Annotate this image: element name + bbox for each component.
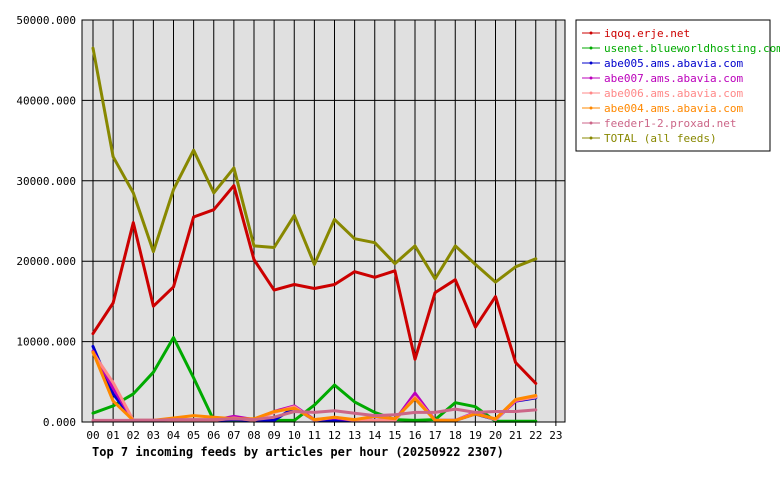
legend-box [575, 19, 771, 152]
x-tick-label: 17 [429, 429, 442, 442]
legend-label: usenet.blueworldhosting.com [604, 42, 780, 55]
legend-label: abe005.ams.abavia.com [604, 57, 743, 70]
y-tick-label: 30000.000 [16, 175, 76, 188]
legend-label: abe004.ams.abavia.com [604, 102, 743, 115]
chart-title: Top 7 incoming feeds by articles per hou… [92, 445, 504, 459]
legend-label: feeder1-2.proxad.net [604, 117, 736, 130]
legend-marker [589, 106, 593, 110]
legend-label: abe006.ams.abavia.com [604, 87, 743, 100]
x-tick-label: 11 [308, 429, 321, 442]
x-tick-label: 22 [529, 429, 542, 442]
x-tick-label: 15 [388, 429, 401, 442]
series-lines [91, 46, 538, 423]
plot-background [82, 20, 565, 422]
legend-label: abe007.ams.abavia.com [604, 72, 743, 85]
x-tick-label: 16 [408, 429, 421, 442]
y-axis-ticks: 0.000 10000.000 20000.000 30000.000 40000.00… [16, 14, 76, 429]
legend-marker [589, 136, 593, 140]
x-tick-label: 14 [368, 429, 382, 442]
x-tick-label: 09 [268, 429, 281, 442]
x-tick-label: 21 [509, 429, 522, 442]
x-tick-label: 18 [449, 429, 462, 442]
y-tick-label: 0.000 [43, 416, 76, 429]
x-tick-label: 12 [328, 429, 341, 442]
x-tick-label: 08 [247, 429, 260, 442]
x-tick-label: 07 [227, 429, 240, 442]
x-tick-label: 02 [127, 429, 140, 442]
x-tick-label: 06 [207, 429, 220, 442]
x-tick-label: 01 [107, 429, 120, 442]
series-line-1 [91, 336, 538, 423]
x-axis-ticks: 00 01 02 03 04 05 06 07 08 09 10 11 12 13 14 15 16 17 18 19… [86, 422, 563, 442]
legend-marker [589, 46, 593, 50]
legend-marker [589, 121, 593, 125]
x-tick-label: 04 [167, 429, 181, 442]
y-tick-label: 20000.000 [16, 255, 76, 268]
y-tick-label: 50000.000 [16, 14, 76, 27]
legend-marker [589, 61, 593, 65]
y-tick-label: 10000.000 [16, 336, 76, 349]
legend: iqoq.erje.net usenet.blueworldhosting.com… [575, 19, 780, 152]
legend-label: iqoq.erje.net [604, 27, 690, 40]
series-line-0 [91, 184, 538, 385]
legend-marker [589, 91, 593, 95]
x-tick-label: 05 [187, 429, 200, 442]
x-tick-label: 20 [489, 429, 502, 442]
x-tick-label: 00 [86, 429, 99, 442]
series-line-6 [91, 407, 538, 422]
y-tick-label: 40000.000 [16, 94, 76, 107]
x-tick-label: 23 [549, 429, 562, 442]
series-line-7 [91, 46, 538, 284]
x-tick-label: 13 [348, 429, 361, 442]
plot-border [81, 19, 566, 423]
x-tick-label: 10 [288, 429, 301, 442]
x-tick-label: 19 [469, 429, 482, 442]
x-tick-label: 03 [147, 429, 160, 442]
legend-marker [589, 31, 593, 35]
legend-marker [589, 76, 593, 80]
legend-label: TOTAL (all feeds) [604, 132, 717, 145]
